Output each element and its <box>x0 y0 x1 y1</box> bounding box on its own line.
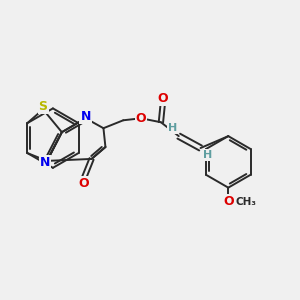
Text: O: O <box>78 177 89 190</box>
Text: H: H <box>168 123 177 133</box>
Text: O: O <box>158 92 168 105</box>
Text: N: N <box>40 156 50 170</box>
Text: N: N <box>80 110 91 123</box>
Text: S: S <box>38 100 47 113</box>
Text: O: O <box>136 112 146 125</box>
Text: H: H <box>203 150 212 160</box>
Text: O: O <box>223 195 234 208</box>
Text: CH₃: CH₃ <box>236 196 256 206</box>
